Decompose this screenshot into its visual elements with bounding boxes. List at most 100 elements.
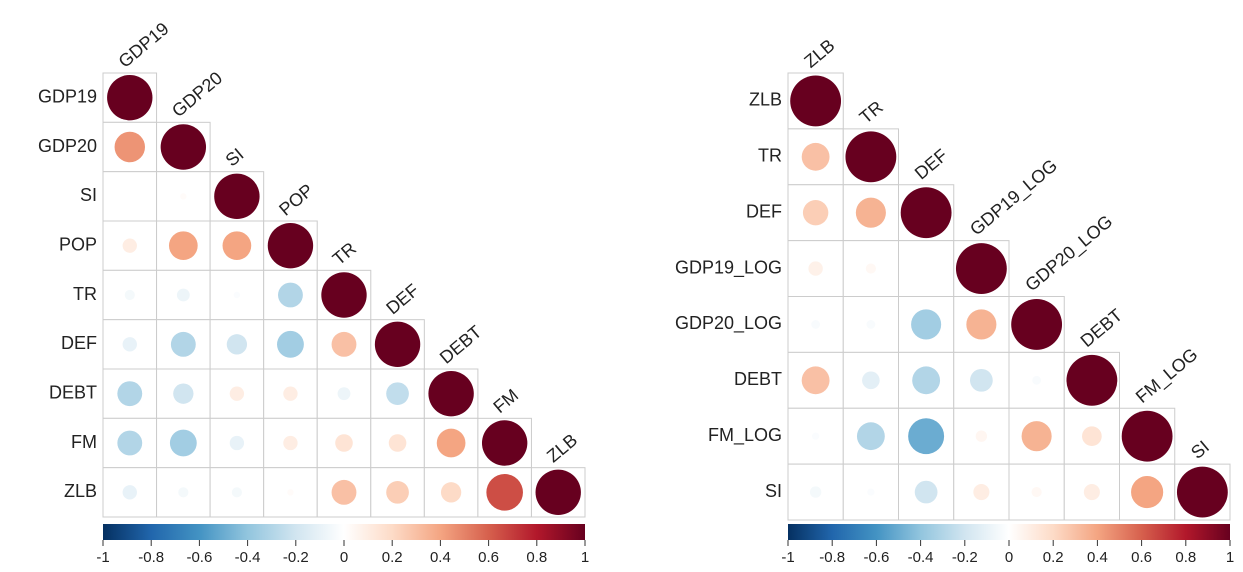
corr-circle bbox=[914, 480, 938, 504]
corr-circle bbox=[911, 309, 942, 340]
corr-circle bbox=[122, 238, 137, 253]
corr-circle bbox=[178, 487, 189, 498]
colorbar bbox=[103, 524, 585, 540]
row-label: SI bbox=[80, 185, 97, 205]
colorbar-tick-label: -0.2 bbox=[952, 549, 978, 566]
corr-circle bbox=[908, 418, 945, 455]
corr-circle bbox=[1176, 466, 1228, 518]
corr-circle bbox=[1021, 421, 1052, 452]
corr-circle bbox=[801, 142, 830, 171]
corr-circle bbox=[176, 288, 190, 302]
corr-circle bbox=[486, 474, 523, 511]
column-label: DEF bbox=[911, 145, 951, 183]
corr-circle bbox=[808, 261, 823, 276]
corr-circle bbox=[1131, 475, 1164, 509]
colorbar-tick-label: -0.8 bbox=[138, 549, 164, 566]
corr-circle bbox=[812, 432, 820, 440]
corr-circle bbox=[107, 74, 153, 121]
corr-circle bbox=[809, 486, 822, 498]
corr-circle bbox=[114, 131, 146, 163]
corr-circle bbox=[1032, 375, 1042, 385]
corr-circle bbox=[170, 331, 196, 357]
corr-circle bbox=[122, 485, 137, 500]
cell bbox=[209, 220, 265, 271]
corr-circle bbox=[214, 173, 260, 220]
colorbar-tick-label: -0.4 bbox=[235, 549, 261, 566]
corr-circle bbox=[436, 428, 466, 458]
column-label: GDP20_LOG bbox=[1021, 211, 1117, 296]
corr-circle bbox=[267, 222, 314, 269]
row-label: SI bbox=[765, 481, 782, 501]
corr-circle bbox=[790, 75, 842, 127]
colorbar-tick-label: 0.8 bbox=[526, 549, 547, 566]
column-label: ZLB bbox=[543, 430, 581, 467]
row-label: POP bbox=[59, 234, 97, 254]
corr-circle bbox=[867, 488, 875, 496]
corr-circle bbox=[1082, 426, 1102, 447]
cell bbox=[953, 463, 1010, 521]
row-label: GDP19 bbox=[38, 86, 97, 106]
corr-circle bbox=[856, 422, 885, 451]
corr-circle bbox=[321, 272, 367, 318]
column-label: DEBT bbox=[1077, 305, 1127, 351]
corr-circle bbox=[862, 371, 880, 390]
corr-circle bbox=[912, 366, 941, 395]
row-label: GDP19_LOG bbox=[675, 257, 782, 278]
colorbar-tick-label: 0 bbox=[1005, 549, 1013, 566]
row-label: DEBT bbox=[734, 369, 782, 389]
column-label: GDP19_LOG bbox=[966, 155, 1062, 240]
column-label: DEBT bbox=[436, 322, 486, 368]
corr-circle bbox=[1121, 410, 1173, 462]
column-label: SI bbox=[222, 144, 248, 170]
corr-circle bbox=[900, 187, 952, 239]
corr-circle bbox=[386, 382, 409, 406]
corr-circle bbox=[278, 282, 303, 308]
corr-circle bbox=[386, 480, 409, 504]
corr-circle bbox=[117, 430, 143, 456]
cell bbox=[156, 368, 211, 419]
column-label: POP bbox=[275, 180, 317, 220]
corr-circle bbox=[855, 197, 886, 228]
corr-circle bbox=[173, 383, 194, 404]
column-label: GDP20 bbox=[168, 68, 226, 121]
row-label: GDP20 bbox=[38, 136, 97, 156]
corr-circle bbox=[168, 231, 198, 261]
corr-circle bbox=[1031, 486, 1042, 498]
corr-circle bbox=[1083, 484, 1100, 501]
colorbar-tick-label: -1 bbox=[781, 549, 794, 566]
corr-circle bbox=[388, 434, 407, 452]
cell bbox=[263, 467, 318, 518]
colorbar-tick-label: -1 bbox=[96, 549, 109, 566]
column-label: SI bbox=[1187, 437, 1213, 463]
colorbar-tick-label: -0.6 bbox=[186, 549, 212, 566]
column-label: FM_LOG bbox=[1132, 344, 1202, 408]
colorbar-tick-label: 0 bbox=[340, 549, 348, 566]
corr-circle bbox=[428, 370, 474, 417]
corr-circle bbox=[117, 381, 143, 407]
corr-circle bbox=[277, 330, 304, 358]
row-label: TR bbox=[758, 146, 782, 166]
corr-circle bbox=[335, 434, 353, 452]
colorbar-tick-label: 0.2 bbox=[1043, 549, 1064, 566]
corr-circle bbox=[481, 420, 528, 466]
corr-circle bbox=[865, 263, 876, 274]
colorbar-tick-label: 1 bbox=[1226, 549, 1234, 566]
corr-circle bbox=[331, 479, 357, 505]
corr-circle bbox=[845, 131, 897, 183]
corr-circle bbox=[229, 386, 245, 401]
row-label: ZLB bbox=[64, 481, 97, 501]
corr-circle bbox=[337, 387, 351, 401]
corr-circle bbox=[122, 337, 137, 352]
corr-circle bbox=[226, 334, 248, 355]
corr-circle bbox=[169, 429, 197, 457]
corr-circle bbox=[440, 482, 462, 503]
colorbar-tick-label: 0.8 bbox=[1175, 549, 1196, 566]
column-label: FM bbox=[489, 385, 522, 417]
row-label: GDP20_LOG bbox=[675, 313, 782, 334]
colorbar-tick-label: 0.6 bbox=[1131, 549, 1152, 566]
row-label: DEBT bbox=[49, 382, 97, 402]
colorbar-tick-label: 1 bbox=[581, 549, 589, 566]
column-label: ZLB bbox=[800, 35, 838, 72]
colorbar-tick-label: 0.4 bbox=[430, 549, 451, 566]
